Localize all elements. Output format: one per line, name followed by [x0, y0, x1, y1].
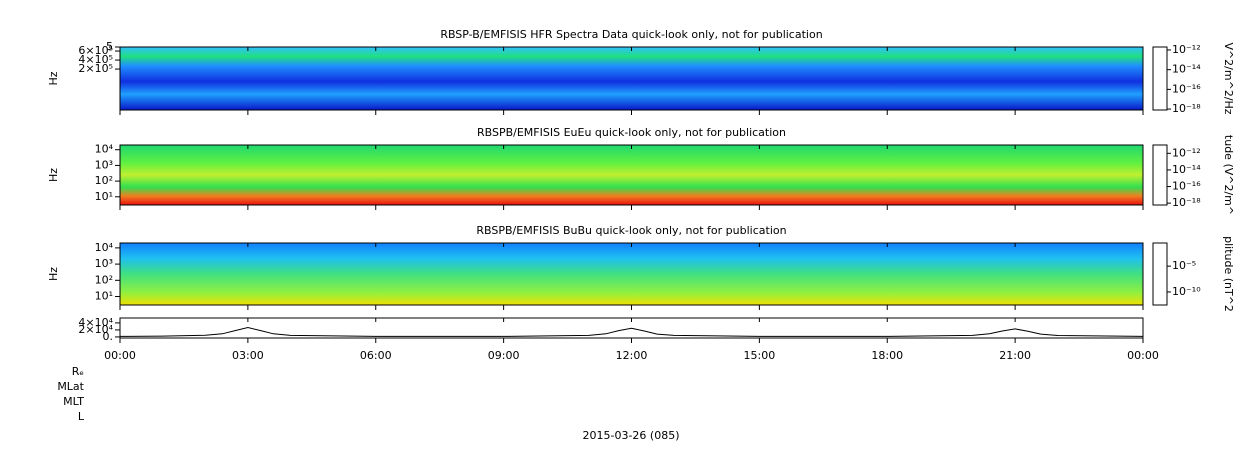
y-tick-label: 4×10⁴ [78, 316, 113, 329]
plot-frame [119, 317, 1144, 339]
colorbar-label: V^2/m^2/Hz [1222, 42, 1235, 114]
y-tick-label: 2×10⁵ [78, 62, 113, 75]
y-axis-label: Hz [47, 267, 60, 281]
colorbar-tick-label: 10⁻¹⁸ [1172, 196, 1201, 209]
colorbar-tick-label: 10⁻¹⁶ [1172, 82, 1201, 95]
y-tick-label: 10¹ [95, 190, 113, 203]
panel: RBSP-B/EMFISIS HFR Spectra Data quick-lo… [47, 28, 1235, 115]
x-tick-label: 09:00 [488, 349, 520, 362]
y-tick-label: 10³ [95, 158, 113, 171]
y-tick-label: 10¹ [95, 290, 113, 303]
ephemeris-label: MLat [57, 380, 84, 393]
colorbar [1152, 144, 1168, 206]
spectrogram-image [120, 47, 1143, 110]
colorbar-tick-label: 10⁻¹² [1172, 146, 1201, 159]
x-tick-label: 06:00 [360, 349, 392, 362]
x-tick-label: 15:00 [744, 349, 776, 362]
panel: RBSPB/EMFISIS EuEu quick-look only, not … [47, 126, 1235, 215]
colorbar [1152, 46, 1168, 111]
panel-title: RBSP-B/EMFISIS HFR Spectra Data quick-lo… [440, 28, 822, 41]
y-tick-label: 6×10⁵ [78, 44, 113, 57]
colorbar-tick-label: 10⁻¹⁰ [1172, 285, 1201, 298]
colorbar-tick-label: 10⁻¹⁶ [1172, 180, 1201, 193]
panel: RBSPB/EMFISIS BuBu quick-look only, not … [47, 224, 1235, 312]
ephemeris-label: L [78, 410, 85, 423]
plot-frame [119, 46, 1144, 111]
y-tick-label: 4×10⁵ [78, 53, 113, 66]
y-tick-label: 10⁴ [95, 241, 114, 254]
colorbar-tick-label: 10⁻⁵ [1172, 259, 1196, 272]
colorbar-label: plitude (nT^2 [1222, 236, 1235, 312]
y-axis-label: Hz [47, 168, 60, 182]
y-tick-label: 10² [95, 174, 113, 187]
line-series [119, 326, 1144, 337]
spectrogram-image [120, 145, 1143, 205]
x-tick-label: 03:00 [232, 349, 264, 362]
y-tick-label: 10⁴ [95, 143, 114, 156]
spectrogram-image [120, 243, 1143, 305]
y-tick-label: 10² [95, 273, 113, 286]
panel-title: RBSPB/EMFISIS BuBu quick-look only, not … [476, 224, 786, 237]
plot-frame [119, 242, 1144, 306]
y-tick-label: 5 [106, 40, 113, 53]
x-tick-label: 00:00 [104, 349, 136, 362]
date-label: 2015-03-26 (085) [582, 429, 679, 442]
y-tick-label: 2×10⁴ [78, 323, 113, 336]
plot-frame [119, 144, 1144, 206]
x-tick-label: 18:00 [871, 349, 903, 362]
colorbar-label: tude (V^2/m^ [1222, 135, 1235, 215]
x-tick-label: 21:00 [999, 349, 1031, 362]
colorbar-tick-label: 10⁻¹⁴ [1172, 63, 1201, 76]
ephemeris-label: MLT [63, 395, 84, 408]
y-axis-label: Hz [47, 71, 60, 85]
ephemeris-label: Rₑ [72, 365, 84, 378]
panel-title: RBSPB/EMFISIS EuEu quick-look only, not … [477, 126, 786, 139]
colorbar-tick-label: 10⁻¹² [1172, 43, 1201, 56]
x-tick-label: 12:00 [616, 349, 648, 362]
colorbar-tick-label: 10⁻¹⁴ [1172, 163, 1201, 176]
colorbar [1152, 242, 1168, 306]
colorbar-tick-label: 10⁻¹⁸ [1172, 102, 1201, 115]
x-tick-label: 00:00 [1127, 349, 1159, 362]
y-tick-label: 10³ [95, 257, 113, 270]
y-tick-label: 0. [103, 330, 114, 343]
footer: Rₑ MLat MLT L 2015-03-26 (085) [57, 365, 679, 442]
